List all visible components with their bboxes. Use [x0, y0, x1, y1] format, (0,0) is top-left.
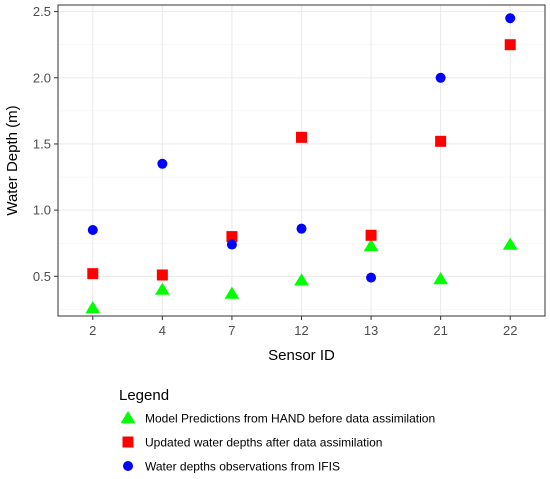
- data-point-circle: [505, 13, 516, 24]
- data-point-triangle: [502, 237, 518, 250]
- legend-key-square: [122, 436, 134, 448]
- y-tick-label: 2.0: [33, 70, 51, 85]
- x-axis-title: Sensor ID: [268, 347, 335, 364]
- x-tick-label: 7: [228, 323, 235, 338]
- legend-title: Legend: [119, 387, 169, 404]
- y-tick-label: 0.5: [33, 269, 51, 284]
- y-tick-label: 1.0: [33, 203, 51, 218]
- data-point-square: [365, 229, 377, 241]
- data-point-triangle: [85, 301, 101, 314]
- axis-ticks: 0.5 1.0 1.5 2.0 2.5 2 4 7 12 13 21 22: [33, 4, 518, 338]
- plot-panel-border: [57, 4, 546, 317]
- x-tick-label: 21: [433, 323, 447, 338]
- data-point-circle: [87, 224, 98, 235]
- data-point-circle: [157, 158, 168, 169]
- data-point-triangle: [294, 273, 309, 286]
- data-point-circle: [226, 239, 237, 250]
- data-point-square: [435, 135, 447, 147]
- data-point-square: [226, 231, 238, 243]
- data-point-square: [156, 269, 168, 281]
- data-point-triangle: [433, 271, 448, 285]
- legend-label: Updated water depths after data assimila…: [145, 436, 382, 450]
- data-points: [85, 13, 518, 314]
- x-tick-label: 2: [89, 323, 96, 338]
- legend-label: Water depths observations from IFIS: [145, 460, 340, 474]
- x-tick-label: 13: [364, 323, 378, 338]
- y-tick-label: 1.5: [33, 136, 51, 151]
- x-tick-label: 22: [503, 323, 517, 338]
- data-point-circle: [296, 223, 307, 234]
- grid-lines: [58, 5, 545, 316]
- data-point-triangle: [155, 282, 170, 295]
- legend: Model Predictions from HAND before data …: [120, 411, 435, 474]
- data-point-square: [87, 268, 99, 280]
- data-point-circle: [366, 272, 377, 283]
- x-tick-label: 4: [159, 323, 166, 338]
- data-point-square: [296, 131, 307, 143]
- data-point-circle: [435, 72, 446, 83]
- legend-label: Model Predictions from HAND before data …: [145, 412, 435, 426]
- y-tick-label: 2.5: [33, 4, 51, 19]
- x-tick-label: 12: [294, 323, 308, 338]
- data-point-triangle: [224, 286, 240, 299]
- legend-key-circle: [123, 461, 133, 471]
- legend-key-triangle: [120, 411, 136, 424]
- data-point-square: [504, 39, 516, 51]
- y-axis-title: Water Depth (m): [4, 105, 21, 215]
- data-point-triangle: [363, 238, 379, 252]
